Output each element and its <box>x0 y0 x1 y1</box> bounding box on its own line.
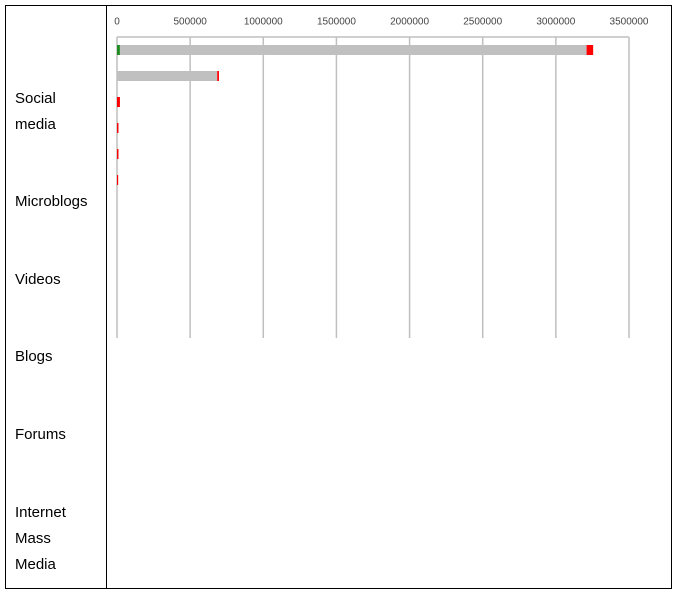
column-divider <box>106 5 107 589</box>
bar-segment <box>117 45 120 55</box>
x-tick-label: 1500000 <box>317 17 356 28</box>
category-label: Microblogs <box>15 193 88 210</box>
bar-segment <box>117 97 120 107</box>
category-label: Blogs <box>15 348 53 365</box>
bar-segment <box>119 45 587 55</box>
x-tick-label: 3000000 <box>536 17 575 28</box>
x-tick-label: 1000000 <box>244 17 283 28</box>
x-tick-label: 2000000 <box>390 17 429 28</box>
bar-segment <box>586 45 594 55</box>
x-tick-label: 3500000 <box>610 17 649 28</box>
category-label: Forums <box>15 426 66 443</box>
x-tick-label: 500000 <box>173 17 207 28</box>
category-label: Videos <box>15 271 61 288</box>
bar-segment <box>117 123 119 133</box>
category-label: Internet Mass Media <box>15 504 66 573</box>
bar-segment <box>217 71 219 81</box>
bar-segment <box>117 149 119 159</box>
bar-segment <box>117 175 119 185</box>
bar-segment <box>117 71 218 81</box>
x-tick-label: 2500000 <box>463 17 502 28</box>
table-frame <box>5 5 672 589</box>
category-label: Social media <box>15 90 56 133</box>
x-tick-label: 0 <box>114 17 120 28</box>
